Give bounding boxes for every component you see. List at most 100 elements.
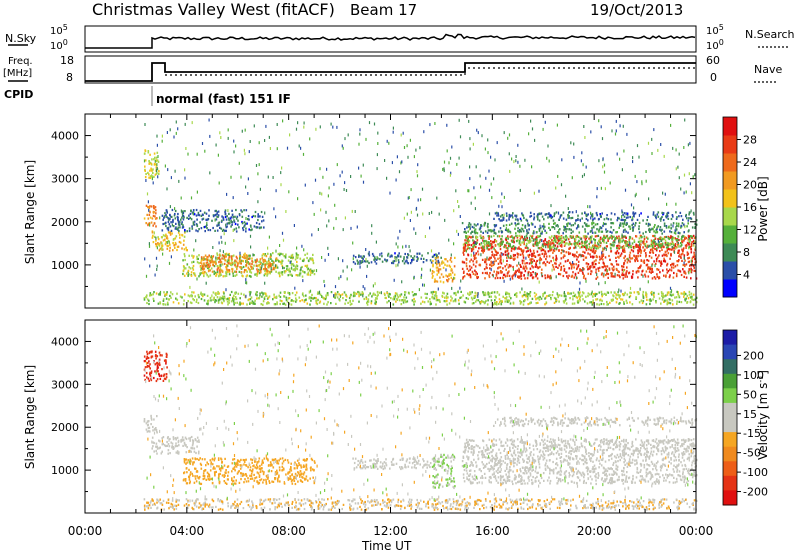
heatmap-cell [508,264,511,267]
heatmap-cell [297,197,299,201]
heatmap-cell [521,228,524,231]
heatmap-cell [599,236,602,239]
heatmap-cell [312,262,315,265]
heatmap-cell [436,299,439,302]
heatmap-cell [650,243,653,246]
heatmap-cell [206,302,208,305]
heatmap-cell [480,301,482,304]
heatmap-cell [345,295,348,298]
heatmap-cell [483,224,486,227]
heatmap-cell [235,297,238,301]
heatmap-cell [605,293,607,296]
heatmap-cell [491,250,493,253]
heatmap-cell [157,155,159,158]
heatmap-cell [568,267,570,270]
heatmap-cell [303,299,306,302]
heatmap-cell [239,303,241,306]
heatmap-cell [682,263,685,267]
heatmap-cell [180,218,182,221]
heatmap-cell [249,234,252,238]
heatmap-cell [442,291,444,294]
heatmap-cell [226,268,228,271]
heatmap-cell [242,260,244,263]
heatmap-cell [680,301,683,304]
heatmap-cell [476,241,478,244]
heatmap-cell [509,265,512,268]
heatmap-cell [218,221,220,224]
heatmap-cell [524,158,526,162]
heatmap-cell [474,207,476,211]
heatmap-cell [619,276,621,279]
heatmap-cell [659,236,662,239]
heatmap-cell [560,239,563,242]
heatmap-cell [413,155,415,159]
heatmap-cell [683,261,685,265]
heatmap-cell [586,265,589,268]
heatmap-cell [375,258,378,261]
heatmap-cell [248,257,251,260]
heatmap-cell [403,258,405,261]
heatmap-cell [690,243,693,246]
heatmap-cell [479,174,481,178]
heatmap-cell [590,301,593,304]
heatmap-cell [508,133,511,137]
heatmap-cell [634,194,636,198]
heatmap-cell [591,235,593,238]
heatmap-cell [226,215,228,218]
heatmap-cell [235,230,238,233]
heatmap-cell [400,293,403,296]
heatmap-cell [230,219,232,222]
heatmap-cell [297,121,299,125]
heatmap-cell [556,235,558,238]
heatmap-cell [664,243,667,246]
heatmap-cell [663,274,665,277]
heatmap-cell [288,190,290,194]
heatmap-cell [600,290,603,293]
heatmap-cell [220,136,222,139]
heatmap-cell [167,244,169,248]
heatmap-cell [254,273,256,276]
heatmap-cell [177,223,180,226]
heatmap-cell [638,301,641,304]
heatmap-cell [339,299,341,302]
heatmap-cell [334,292,337,295]
heatmap-cell [148,173,150,176]
heatmap-cell [365,137,367,141]
heatmap-cell [171,223,173,227]
heatmap-cell [259,260,261,263]
heatmap-cell [189,216,192,219]
heatmap-cell [304,271,306,274]
heatmap-cell [203,262,205,265]
heatmap-cell [301,275,304,278]
heatmap-cell [155,172,158,175]
heatmap-cell [164,212,166,215]
heatmap-cell [285,253,287,256]
heatmap-cell [233,239,235,243]
heatmap-cell [647,267,649,270]
heatmap-cell [591,219,594,222]
heatmap-cell [161,246,163,249]
heatmap-cell [285,270,287,273]
heatmap-cell [226,264,229,267]
heatmap-cell [498,204,500,208]
heatmap-cell [465,262,468,265]
heatmap-cell [384,293,386,296]
heatmap-cell [542,127,544,131]
heatmap-cell [647,215,649,218]
heatmap-cell [680,187,682,191]
heatmap-cell [463,261,466,264]
heatmap-cell [355,292,358,295]
heatmap-cell [683,231,685,234]
heatmap-cell [221,270,224,273]
heatmap-cell [494,239,497,243]
heatmap-cell [619,124,621,128]
heatmap-cell [347,301,349,304]
heatmap-cell [243,225,245,228]
heatmap-cell [555,186,557,190]
heatmap-cell [520,265,522,268]
heatmap-cell [649,223,651,226]
heatmap-cell [645,270,648,273]
heatmap-cell [566,259,569,262]
heatmap-cell [543,225,546,228]
heatmap-cell [145,172,147,176]
